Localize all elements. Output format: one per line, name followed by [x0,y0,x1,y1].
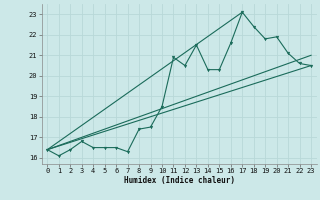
X-axis label: Humidex (Indice chaleur): Humidex (Indice chaleur) [124,176,235,185]
